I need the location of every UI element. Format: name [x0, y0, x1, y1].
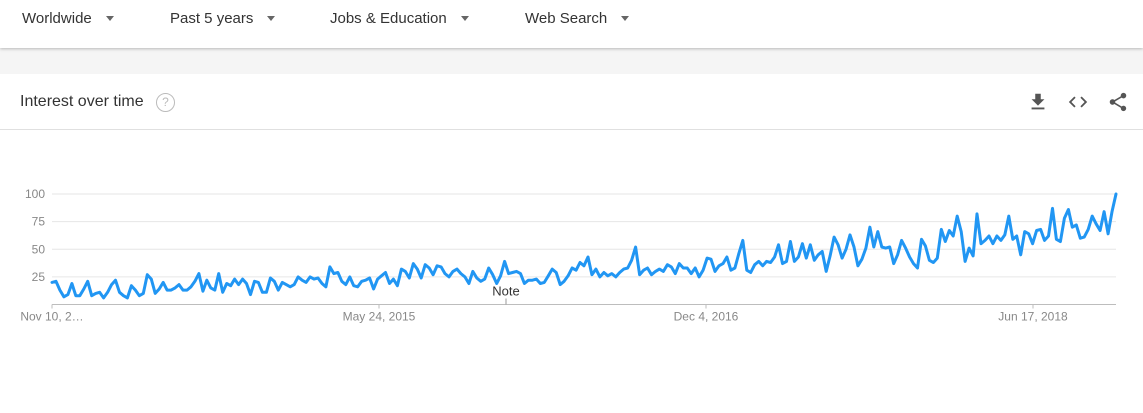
y-tick-label: 50 — [32, 242, 46, 256]
search-type-filter[interactable]: Web Search — [525, 0, 630, 36]
category-filter-label: Jobs & Education — [330, 9, 447, 27]
region-filter-label: Worldwide — [22, 9, 92, 27]
interest-chart: 25 50 75 100 Nov 10, 2… May 24, 2015 Dec 4, 20… — [20, 187, 1118, 324]
caret-down-icon — [621, 15, 630, 21]
x-tick-label: Jun 17, 2018 — [998, 310, 1068, 324]
region-filter[interactable]: Worldwide — [22, 0, 114, 36]
series-line — [50, 192, 1118, 300]
y-tick-label: 100 — [25, 187, 45, 201]
y-tick-label: 75 — [32, 215, 46, 229]
caret-down-icon — [105, 15, 114, 21]
note-label: Note — [492, 284, 519, 299]
y-tick-label: 25 — [32, 270, 46, 284]
card-title: Interest over time — [20, 93, 144, 110]
x-tick-label: Nov 10, 2… — [20, 310, 83, 324]
time-range-filter[interactable]: Past 5 years — [170, 0, 276, 36]
filter-bar: Worldwide Past 5 years Jobs & Education … — [0, 0, 1143, 48]
interest-over-time-card: Interest over time ? 25 50 75 100 Nov 10, 2…… — [0, 74, 1143, 413]
category-filter[interactable]: Jobs & Education — [330, 0, 469, 36]
download-icon[interactable] — [1027, 91, 1049, 113]
embed-code-icon[interactable] — [1067, 91, 1089, 113]
caret-down-icon — [460, 15, 469, 21]
help-icon[interactable]: ? — [156, 93, 175, 112]
time-range-filter-label: Past 5 years — [170, 9, 254, 27]
x-tick-label: May 24, 2015 — [343, 310, 416, 324]
share-icon[interactable] — [1107, 91, 1129, 113]
card-header: Interest over time ? — [0, 74, 1143, 130]
x-tick-label: Dec 4, 2016 — [674, 310, 739, 324]
search-type-filter-label: Web Search — [525, 9, 608, 27]
caret-down-icon — [267, 15, 276, 21]
